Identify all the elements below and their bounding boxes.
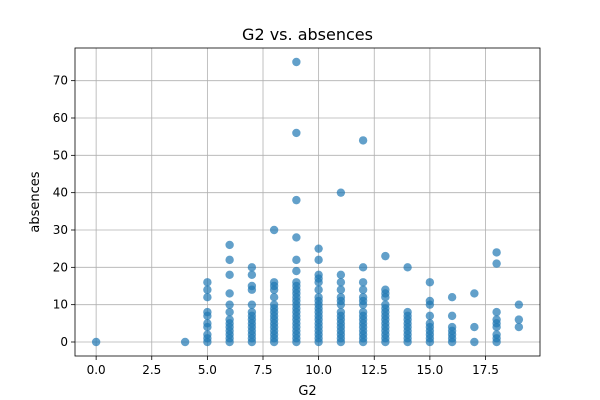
data-point	[225, 300, 234, 309]
y-axis-label: absences	[28, 171, 43, 232]
data-point	[381, 300, 390, 309]
data-point	[358, 307, 368, 317]
data-point	[492, 307, 501, 317]
data-point	[314, 255, 323, 265]
plot-frame	[74, 47, 541, 357]
data-point	[336, 307, 346, 317]
grid-lines	[75, 48, 540, 356]
data-point	[180, 337, 190, 347]
data-point	[514, 322, 524, 332]
y-tick-label: 40	[53, 186, 68, 200]
data-point	[425, 319, 435, 328]
data-point	[269, 225, 279, 235]
data-point	[381, 251, 390, 261]
data-point	[336, 188, 346, 197]
data-point	[292, 266, 301, 276]
data-point	[203, 330, 212, 339]
data-point	[292, 195, 301, 205]
data-point	[492, 259, 501, 268]
data-point	[247, 307, 257, 317]
data-point	[492, 248, 501, 257]
data-point	[336, 293, 346, 302]
data-point	[336, 285, 346, 294]
data-point	[247, 263, 257, 272]
x-tick-label: 12.5	[361, 363, 388, 377]
y-tick-label: 70	[53, 74, 68, 88]
data-point	[425, 296, 435, 306]
data-point	[269, 300, 279, 309]
data-point	[225, 315, 234, 324]
data-point	[470, 337, 479, 347]
data-point	[403, 307, 412, 317]
data-point	[314, 293, 323, 302]
data-point	[292, 233, 301, 242]
data-point	[425, 278, 435, 287]
data-point	[358, 278, 368, 287]
y-tick-label: 60	[53, 111, 68, 125]
x-tick-label: 15.0	[417, 363, 444, 377]
data-point	[358, 285, 368, 294]
data-point	[292, 255, 301, 265]
data-point	[203, 278, 212, 287]
data-point	[247, 281, 257, 291]
y-tick-label: 30	[53, 223, 68, 237]
data-point	[225, 240, 234, 250]
data-point	[225, 270, 234, 279]
x-tick-label: 10.0	[305, 363, 332, 377]
data-point	[470, 289, 479, 298]
data-point	[91, 337, 101, 347]
data-point	[358, 293, 368, 302]
data-point	[381, 285, 390, 294]
x-tick-label: 0.0	[87, 363, 106, 377]
y-tick-label: 10	[53, 298, 68, 312]
data-point	[492, 330, 501, 339]
data-point	[470, 322, 479, 332]
x-tick-label: 17.5	[472, 363, 499, 377]
data-point	[447, 311, 457, 321]
data-point	[292, 278, 301, 287]
data-point	[358, 263, 368, 272]
data-point	[492, 315, 501, 324]
data-point	[225, 255, 234, 265]
data-point	[292, 57, 301, 67]
x-tick-label: 5.0	[198, 363, 217, 377]
data-point	[292, 128, 301, 138]
y-tick-label: 20	[53, 260, 68, 274]
x-tick-label: 2.5	[142, 363, 161, 377]
data-point	[269, 293, 279, 302]
data-point	[314, 244, 323, 253]
data-point	[247, 300, 257, 309]
data-point	[225, 307, 234, 317]
data-point	[358, 136, 368, 145]
data-point	[225, 289, 234, 298]
data-point	[425, 311, 435, 321]
scatter-points	[91, 57, 524, 347]
data-point	[314, 285, 323, 294]
x-axis-label: G2	[298, 384, 316, 399]
data-point	[269, 278, 279, 287]
data-point	[247, 270, 257, 279]
data-point	[514, 300, 524, 309]
data-point	[514, 315, 524, 324]
axis-ticks: 0.0 2.5 5.0 7.5 10.0 12.5 15.0 17.5 0 10 20 30 40 50 6…	[53, 74, 499, 377]
data-point	[447, 322, 457, 332]
data-point	[403, 263, 412, 272]
data-point	[203, 307, 212, 317]
data-point	[203, 293, 212, 302]
data-point	[447, 293, 457, 302]
y-tick-label: 50	[53, 148, 68, 162]
y-tick-label: 0	[60, 335, 68, 349]
data-point	[336, 278, 346, 287]
data-point	[203, 319, 212, 328]
chart-title: G2 vs. absences	[242, 25, 373, 44]
data-point	[314, 270, 323, 279]
data-point	[336, 270, 346, 279]
x-tick-label: 7.5	[253, 363, 272, 377]
data-point	[203, 285, 212, 294]
